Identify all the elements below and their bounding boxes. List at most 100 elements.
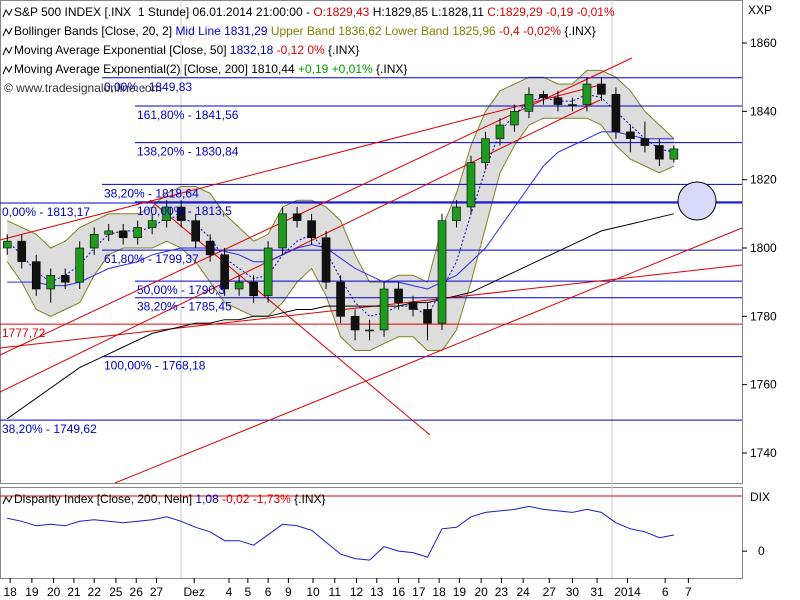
- y-tick-label: 1800: [750, 241, 777, 255]
- candle-body: [147, 220, 157, 228]
- legend-segment: Moving Average Exponential [Close, 50]: [14, 43, 230, 57]
- legend-segment: 1832,18: [230, 43, 277, 57]
- x-tick-label: 22: [88, 585, 102, 599]
- candle-body: [350, 316, 360, 331]
- candle-body: [481, 138, 490, 163]
- x-tick-label: 19: [453, 585, 467, 599]
- level-label: 38,20% - 1749,62: [2, 422, 97, 436]
- x-tick-label: 21: [67, 585, 81, 599]
- x-tick-label: 2014: [614, 585, 641, 599]
- candle-body: [466, 162, 476, 208]
- candle-body: [452, 206, 461, 221]
- legend-segment: Mid Line 1831,29: [175, 24, 270, 38]
- x-tick-label: 11: [329, 585, 342, 599]
- x-tick-label: 24: [516, 585, 530, 599]
- candle-body: [321, 237, 331, 283]
- candle-body: [336, 281, 345, 317]
- candle-body: [46, 275, 56, 290]
- candle-body: [553, 97, 563, 105]
- candle-body: [17, 240, 27, 262]
- candle-body: [582, 83, 592, 105]
- x-tick-label: 18: [432, 585, 446, 599]
- lower-panel-frame: [0, 487, 743, 579]
- candle-body: [234, 281, 244, 290]
- x-tick-label: 10: [306, 585, 320, 599]
- y-tick-label: 1860: [750, 36, 777, 50]
- x-tick-label: 9: [285, 585, 292, 599]
- candle-body: [31, 261, 41, 290]
- bollinger-band: [7, 70, 674, 351]
- y-tick-label: 1740: [750, 446, 777, 460]
- level-label: 161,80% - 1841,56: [137, 108, 239, 122]
- x-tick-label: 31: [590, 585, 604, 599]
- disparity-line: [7, 505, 674, 561]
- y-tick-label: 1780: [750, 309, 777, 323]
- legend-segment: O:1829,43: [313, 5, 369, 19]
- candle-body: [408, 302, 418, 310]
- legend-icon: [2, 65, 13, 75]
- x-tick-label: 16: [392, 585, 406, 599]
- ema50-line: [7, 131, 674, 290]
- marker-circle: [677, 181, 717, 221]
- y-tick-label: 1760: [750, 378, 777, 392]
- watermark: © www.tradesignalonline.com: [4, 81, 162, 95]
- x-tick-label: 12: [350, 585, 364, 599]
- x-tick-label: 26: [130, 585, 144, 599]
- candle-body: [220, 254, 229, 290]
- x-tick-label: 19: [25, 585, 39, 599]
- x-tick-label: 17: [412, 585, 426, 599]
- x-tick-label: Dez: [184, 585, 205, 599]
- x-tick-label: 18: [3, 585, 17, 599]
- candle-body: [89, 234, 99, 249]
- candle-body: [278, 213, 287, 249]
- candle-body: [162, 206, 171, 221]
- legend-segment: 1,08: [195, 492, 222, 506]
- legend-icon: [2, 46, 13, 56]
- candle-body: [510, 111, 519, 126]
- candle-body: [104, 230, 113, 235]
- y-axis-label: XXP: [748, 3, 772, 17]
- legend-segment: -0,12 0%: [277, 43, 328, 57]
- main-panel-frame: [0, 0, 743, 484]
- legend-segment: Upper Band 1836,62 Lower Band 1825,96: [271, 24, 499, 38]
- level-label: 38,20% - 1818,64: [104, 186, 199, 200]
- candle-body: [394, 288, 403, 303]
- legend-segment: H:1829,85 L:1828,11: [369, 5, 487, 19]
- candle-body: [655, 145, 664, 160]
- candle-body: [249, 281, 258, 297]
- candle-body: [75, 247, 85, 283]
- legend-row: Bollinger Bands [Close, 20, 2] Mid Line …: [14, 24, 596, 38]
- legend-icon: [2, 27, 13, 37]
- candle-body: [626, 131, 635, 139]
- legend-row: Moving Average Exponential(2) [Close, 20…: [14, 62, 407, 76]
- candle-body: [133, 227, 142, 239]
- legend-row: Moving Average Exponential [Close, 50] 1…: [14, 43, 359, 57]
- candle-body: [60, 275, 70, 283]
- legend-segment: {.INX}: [294, 492, 325, 506]
- x-tick-label: 27: [543, 585, 557, 599]
- legend-segment: -0,4 -0,02%: [499, 24, 564, 38]
- legend-segment: Bollinger Bands [Close, 20, 2]: [14, 24, 175, 38]
- candle-body: [568, 104, 577, 106]
- level-label: 100,00% - 1813,5: [137, 204, 232, 218]
- y-tick-label: 0: [758, 544, 765, 558]
- x-tick-label: 5: [244, 585, 251, 599]
- candle-body: [2, 240, 12, 249]
- bollinger-upper: [6, 69, 675, 283]
- legend-segment: S&P 500 INDEX [.INX 1 Stunde] 06.01.2014…: [14, 5, 313, 19]
- x-tick-label: 23: [495, 585, 509, 599]
- level-label: 50,00% - 1790,3: [137, 283, 225, 297]
- y-tick-label: 1820: [750, 173, 777, 187]
- legend-segment: Moving Average Exponential(2) [Close, 20…: [14, 62, 298, 76]
- legend-segment: Disparity Index [Close, 200, Nein]: [14, 492, 195, 506]
- candle-body: [423, 309, 432, 324]
- candle-body: [191, 220, 200, 242]
- level-label: 0,00% - 1813,17: [2, 205, 90, 219]
- x-tick-label: 30: [566, 585, 580, 599]
- x-tick-label: 13: [370, 585, 384, 599]
- candle-body: [307, 220, 316, 239]
- level-label: 38,20% - 1785,45: [137, 300, 232, 314]
- x-tick-label: 25: [109, 585, 123, 599]
- level-label: 138,20% - 1830,84: [137, 145, 239, 159]
